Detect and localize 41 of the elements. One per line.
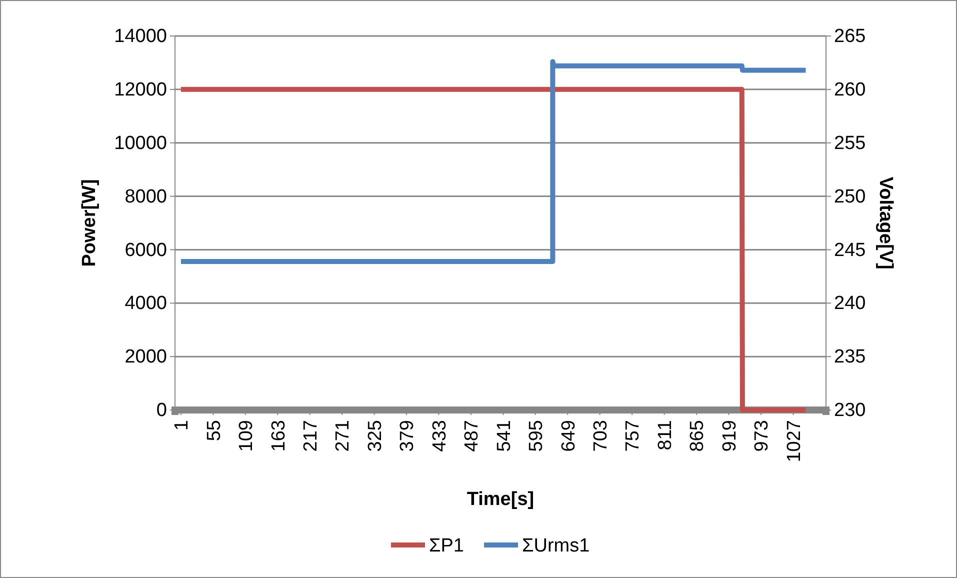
y2-tick-label: 230 [834, 400, 866, 422]
y2-tick-label: 245 [834, 240, 866, 261]
y2-tick-label: 260 [834, 80, 866, 101]
x-tick-label: 217 [300, 420, 322, 452]
x-tick-label: 595 [526, 420, 548, 452]
x-tick-label: 919 [719, 420, 740, 452]
legend-label: ΣUrms1 [522, 536, 590, 557]
x-tick-label: 1027 [784, 420, 805, 462]
x-tick-label: 163 [268, 420, 290, 452]
x-axis-title: Time[s] [466, 489, 534, 510]
x-tick-label: 757 [622, 420, 644, 452]
x-tick-label: 433 [429, 420, 450, 452]
y2-tick-label: 240 [834, 293, 866, 314]
x-tick-label: 811 [654, 420, 676, 450]
y-tick-label: 14000 [114, 26, 167, 48]
y2-tick-label: 255 [834, 132, 866, 154]
y-tick-label: 4000 [124, 293, 167, 314]
x-tick-label: 487 [462, 420, 483, 452]
y-tick-label: 0 [156, 400, 167, 422]
x-tick-label: 55 [204, 420, 225, 442]
x-tick-label: 649 [558, 420, 580, 452]
y2-axis-title: Voltage[V] [875, 176, 896, 270]
x-tick-label: 1 [172, 420, 193, 431]
x-tick-label: 703 [590, 420, 612, 452]
x-tick-label: 379 [397, 420, 418, 452]
x-tick-label: 865 [687, 420, 708, 452]
y-tick-label: 6000 [124, 240, 167, 261]
y-tick-label: 8000 [124, 186, 167, 208]
x-tick-label: 109 [236, 420, 258, 452]
legend-label: ΣP1 [429, 536, 464, 557]
y2-tick-label: 250 [834, 186, 866, 208]
y-tick-label: 12000 [114, 80, 167, 101]
x-tick-label: 541 [494, 420, 515, 452]
x-tick-label: 325 [364, 420, 386, 452]
y-tick-label: 2000 [124, 346, 167, 368]
y2-tick-label: 235 [834, 346, 866, 368]
y-tick-label: 10000 [114, 132, 167, 154]
x-tick-label: 271 [332, 420, 354, 452]
y-axis-title: Power[W] [79, 179, 100, 267]
x-tick-label: 973 [752, 420, 773, 452]
y2-tick-label: 265 [834, 26, 866, 48]
